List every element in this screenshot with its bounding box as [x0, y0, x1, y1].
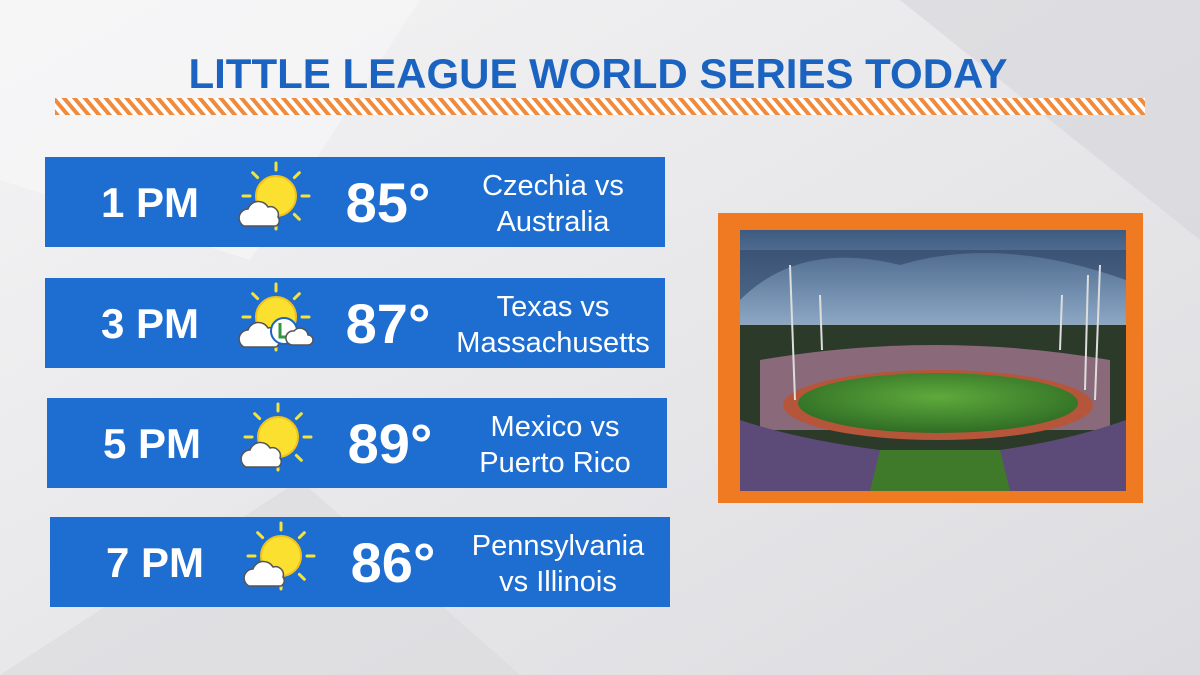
sun-ray [294, 412, 303, 421]
cloud [243, 560, 285, 587]
sun-ray [251, 171, 260, 180]
sun-ray [297, 572, 306, 581]
weather-icon [243, 521, 316, 591]
matchup: Puerto Rico [479, 447, 631, 479]
game-time: 3 PM [101, 300, 199, 347]
matchup: Mexico vs [491, 411, 620, 443]
temperature: 89° [348, 412, 433, 475]
matchup: Australia [497, 206, 611, 238]
temperature: 86° [351, 531, 436, 594]
row-bar [45, 278, 665, 368]
weather-icon [238, 282, 314, 352]
bg-shape [900, 0, 1200, 240]
matchup: Massachusetts [456, 327, 649, 359]
game-time: 1 PM [101, 179, 199, 226]
photo-field [798, 373, 1078, 433]
game-row: 7 PM 86° Pennsylvania vs Illinois [50, 517, 670, 607]
cloud [240, 441, 282, 468]
matchup: Czechia vs [482, 170, 624, 202]
game-row: 5 PM 89° Mexico vs Puerto Rico [47, 398, 667, 488]
temperature: 85° [346, 171, 431, 234]
light-pole [1059, 294, 1063, 351]
sun-ray [292, 171, 301, 180]
light-pole [1084, 274, 1089, 391]
light-pole [789, 264, 796, 401]
weather-icon [240, 402, 313, 472]
game-time: 5 PM [103, 420, 201, 467]
photo-hill [870, 450, 1010, 491]
sun-ray [292, 212, 301, 221]
sun-ray [297, 531, 306, 540]
row-bar [50, 517, 670, 607]
light-pole [1094, 264, 1101, 401]
sun-ray [292, 292, 301, 301]
sun-ray [256, 531, 265, 540]
game-row: 3 PM 87° Texas vs Massachusetts [45, 278, 665, 368]
photo-crowd [1000, 420, 1126, 491]
matchup: Texas vs [497, 291, 610, 323]
photo-clouds [740, 250, 1126, 300]
game-row: 1 PM 85° Czechia vs Australia [45, 157, 665, 247]
game-rows: 1 PM 85° Czechia vs Australia 3 PM 87° Texas v… [45, 157, 670, 607]
weather-icon [238, 161, 311, 231]
stripe [55, 98, 1145, 115]
title: LITTLE LEAGUE WORLD SERIES TODAY [188, 50, 1007, 97]
cloud [238, 200, 280, 227]
sun-ray [251, 292, 260, 301]
matchup: Pennsylvania [472, 530, 645, 562]
game-time: 7 PM [106, 539, 204, 586]
photo-crowd [740, 420, 880, 491]
cloud [285, 327, 314, 346]
row-bar [47, 398, 667, 488]
matchup: vs Illinois [499, 566, 617, 598]
temperature: 87° [346, 292, 431, 355]
light-pole [819, 294, 823, 351]
sun-ray [294, 453, 303, 462]
stadium-photo [718, 213, 1143, 503]
row-bar [45, 157, 665, 247]
sun-ray [253, 412, 262, 421]
